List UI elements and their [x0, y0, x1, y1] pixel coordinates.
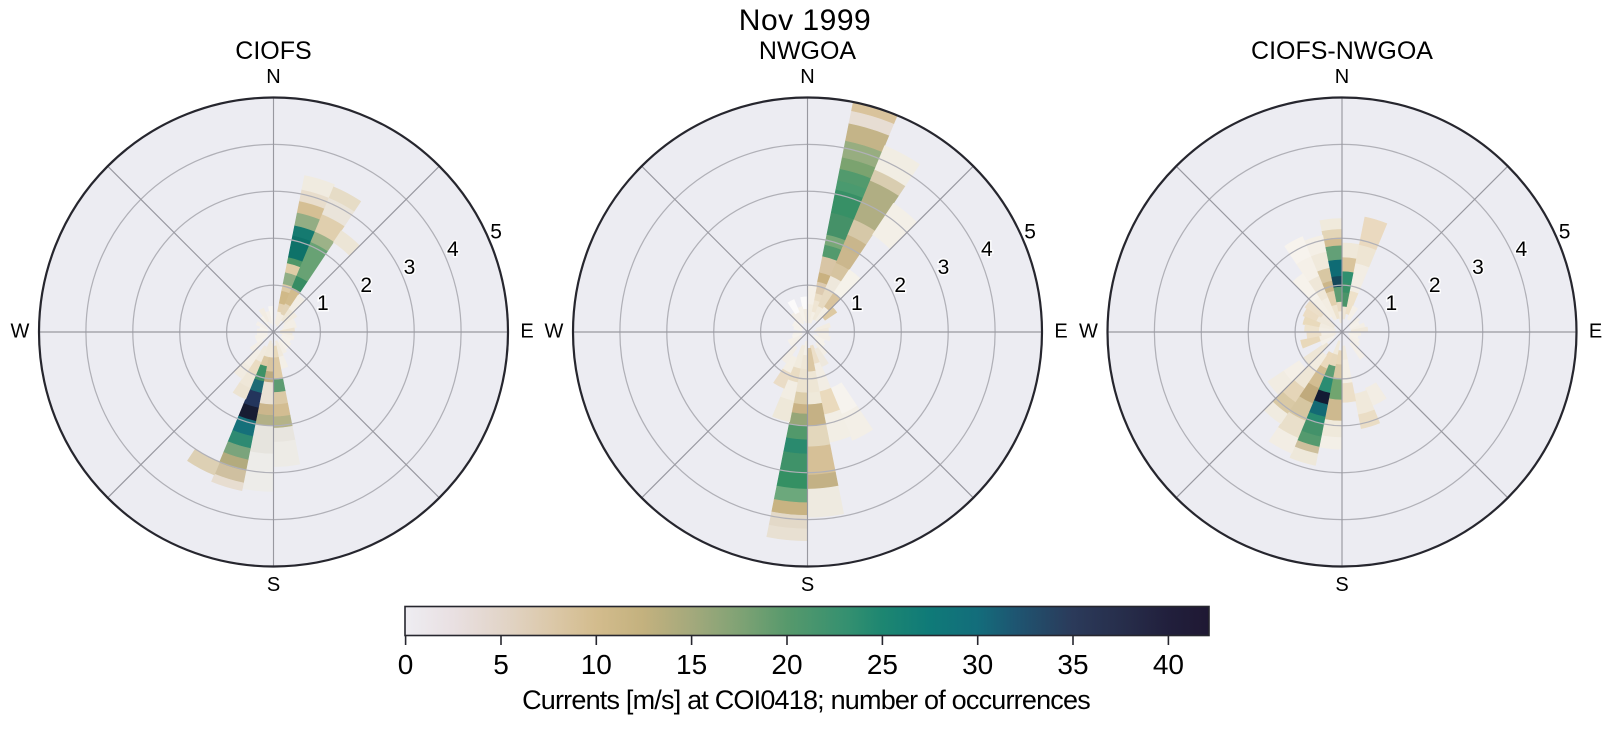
svg-text:3: 3 [404, 256, 416, 279]
svg-text:4: 4 [981, 238, 993, 261]
svg-text:CIOFS: CIOFS [235, 37, 311, 65]
svg-text:1: 1 [851, 292, 863, 315]
svg-text:Currents [m/s] at COI0418; num: Currents [m/s] at COI0418; number of occ… [522, 685, 1090, 715]
svg-text:0: 0 [398, 649, 414, 680]
svg-text:W: W [1079, 321, 1098, 343]
svg-text:NWGOA: NWGOA [759, 37, 857, 65]
svg-text:3: 3 [938, 256, 950, 279]
svg-text:30: 30 [962, 649, 993, 680]
svg-text:5: 5 [493, 649, 509, 680]
svg-text:S: S [801, 574, 814, 596]
svg-text:10: 10 [581, 649, 612, 680]
svg-text:4: 4 [447, 238, 459, 261]
svg-text:2: 2 [1429, 274, 1441, 297]
svg-text:20: 20 [771, 649, 802, 680]
svg-text:5: 5 [1024, 220, 1036, 243]
svg-text:1: 1 [317, 292, 329, 315]
svg-text:S: S [1335, 574, 1348, 596]
svg-text:E: E [520, 321, 533, 343]
svg-text:4: 4 [1515, 238, 1527, 261]
svg-text:CIOFS-NWGOA: CIOFS-NWGOA [1251, 37, 1433, 65]
svg-text:Nov 1999: Nov 1999 [739, 4, 871, 37]
svg-text:S: S [267, 574, 280, 596]
svg-text:5: 5 [1559, 220, 1571, 243]
svg-text:15: 15 [676, 649, 707, 680]
svg-text:25: 25 [867, 649, 898, 680]
svg-text:1: 1 [1385, 292, 1397, 315]
svg-text:35: 35 [1057, 649, 1088, 680]
svg-text:2: 2 [360, 274, 372, 297]
svg-text:E: E [1054, 321, 1067, 343]
svg-text:N: N [1335, 66, 1349, 88]
svg-text:W: W [11, 321, 30, 343]
svg-text:5: 5 [490, 220, 502, 243]
svg-text:40: 40 [1153, 649, 1184, 680]
svg-text:N: N [266, 66, 280, 88]
svg-text:E: E [1589, 321, 1602, 343]
svg-text:3: 3 [1472, 256, 1484, 279]
svg-text:2: 2 [894, 274, 906, 297]
svg-text:W: W [545, 321, 564, 343]
svg-text:N: N [800, 66, 814, 88]
